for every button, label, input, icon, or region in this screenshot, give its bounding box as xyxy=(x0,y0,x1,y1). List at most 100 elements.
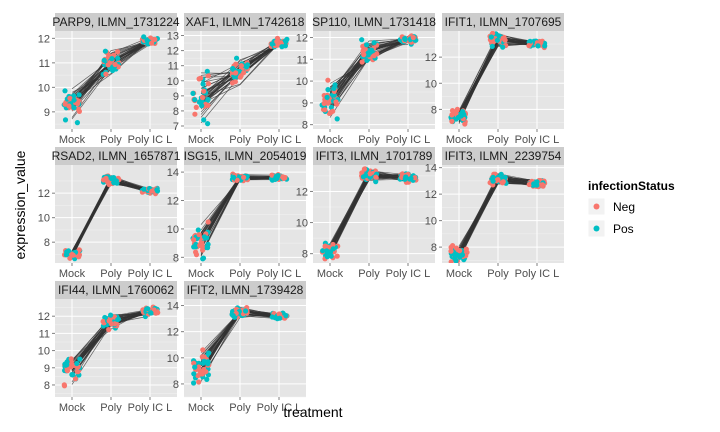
legend-title: infectionStatus xyxy=(588,179,675,193)
y-tick-label: 8 xyxy=(44,380,50,392)
facet-strip xyxy=(313,147,435,165)
data-point xyxy=(449,118,455,124)
y-tick-label: 12 xyxy=(167,46,179,58)
data-point xyxy=(76,92,82,98)
y-tick-label: 10 xyxy=(38,346,50,358)
x-tick-label: Poly xyxy=(487,134,509,146)
x-tick-label: Mock xyxy=(188,268,215,280)
data-point xyxy=(463,246,469,252)
x-tick-label: Poly IC L xyxy=(128,402,173,414)
data-point xyxy=(455,114,461,121)
facet-panel: IFIT1, ILMN_1707695 8 10 12 Mock Poly Poly IC … xyxy=(425,13,564,146)
data-point xyxy=(201,366,207,373)
data-point xyxy=(330,241,336,248)
data-point xyxy=(106,327,112,333)
facet-strip xyxy=(184,13,306,31)
x-tick-label: Poly IC L xyxy=(515,134,560,146)
facet-strip-title: ISG15, ILMN_2054019 xyxy=(184,149,307,163)
facet-data xyxy=(319,166,419,262)
facet-strip-title: XAF1, ILMN_1742618 xyxy=(186,15,305,29)
data-point xyxy=(205,121,211,127)
facet-panel: IFIT3, ILMN_1701789 8 10 12 Mock Poly Poly IC … xyxy=(296,147,435,280)
facet-panel: RSAD2, ILMN_1657871 8 10 12 Mock Poly Poly IC … xyxy=(38,147,181,280)
data-point xyxy=(488,34,494,40)
x-tick-label: Mock xyxy=(188,402,215,414)
x-tick-label: Poly IC L xyxy=(515,268,560,280)
y-axis-title: expression_value xyxy=(12,150,28,259)
x-tick-label: Poly xyxy=(229,268,251,280)
data-point xyxy=(282,43,288,49)
data-point xyxy=(144,37,150,43)
data-point xyxy=(328,104,334,110)
y-tick-label: 10 xyxy=(167,353,179,365)
x-tick-label: Poly IC L xyxy=(128,268,173,280)
x-tick-label: Poly IC L xyxy=(386,134,431,146)
y-tick-label: 8 xyxy=(173,106,179,118)
data-point xyxy=(205,73,211,79)
data-point xyxy=(191,360,197,366)
data-point xyxy=(195,227,201,233)
data-point xyxy=(364,57,370,64)
x-tick-label: Poly xyxy=(100,402,122,414)
data-point xyxy=(274,38,280,45)
x-tick-label: Mock xyxy=(59,134,86,146)
data-point xyxy=(71,93,77,99)
x-tick-label: Mock xyxy=(188,134,215,146)
x-tick-label: Poly IC L xyxy=(128,134,173,146)
data-point xyxy=(201,88,207,94)
data-point xyxy=(141,34,147,40)
data-point xyxy=(201,354,207,360)
facet-strip-title: IFIT1, ILMN_1707695 xyxy=(445,15,562,29)
data-point xyxy=(199,94,206,101)
data-point xyxy=(325,87,331,93)
data-point xyxy=(100,318,106,325)
y-tick-label: 8 xyxy=(44,237,50,249)
data-point xyxy=(109,176,115,182)
data-point xyxy=(76,254,82,260)
facet-panel: IFI44, ILMN_1760062 8 9 10 11 12 Mock Poly Poly … xyxy=(38,281,177,414)
data-point xyxy=(112,61,118,68)
data-point xyxy=(330,108,336,114)
data-point xyxy=(371,53,377,59)
data-point xyxy=(457,248,463,254)
data-point xyxy=(105,62,111,68)
y-tick-label: 12 xyxy=(38,188,50,200)
facet-strip-title: RSAD2, ILMN_1657871 xyxy=(52,149,181,163)
data-point xyxy=(412,175,418,181)
x-tick-label: Poly xyxy=(100,134,122,146)
data-point xyxy=(204,68,210,74)
data-point xyxy=(367,171,373,177)
facet-panel: PARP9, ILMN_1731224 9 10 11 12 Mock Poly Poly I… xyxy=(38,13,180,146)
data-point xyxy=(200,255,207,261)
facet-data xyxy=(319,33,419,122)
data-point xyxy=(280,174,286,180)
data-point xyxy=(410,34,416,41)
data-point xyxy=(204,376,210,382)
facet-strip xyxy=(442,13,564,31)
x-tick-label: Poly xyxy=(229,134,251,146)
data-point xyxy=(74,120,80,126)
data-point xyxy=(109,56,115,62)
data-point xyxy=(534,182,540,188)
data-point xyxy=(192,97,198,103)
data-point xyxy=(106,181,112,188)
y-tick-label: 12 xyxy=(38,311,50,323)
data-point xyxy=(539,182,546,188)
data-point xyxy=(324,248,330,254)
data-point xyxy=(200,347,206,353)
data-point xyxy=(328,253,334,259)
data-point xyxy=(494,37,500,43)
legend-label-pos: Pos xyxy=(613,222,634,236)
data-point xyxy=(526,43,532,49)
data-point xyxy=(330,246,336,252)
data-point xyxy=(101,177,107,183)
facet-panel: IFIT3, ILMN_2239754 8 10 12 14 Mock Poly Poly I… xyxy=(425,147,564,280)
x-tick-label: Mock xyxy=(59,402,86,414)
data-point xyxy=(282,38,289,44)
x-tick-label: Poly xyxy=(229,402,251,414)
data-point xyxy=(361,52,367,58)
x-tick-label: Poly xyxy=(358,268,380,280)
data-point xyxy=(453,258,459,263)
data-point xyxy=(102,48,108,54)
